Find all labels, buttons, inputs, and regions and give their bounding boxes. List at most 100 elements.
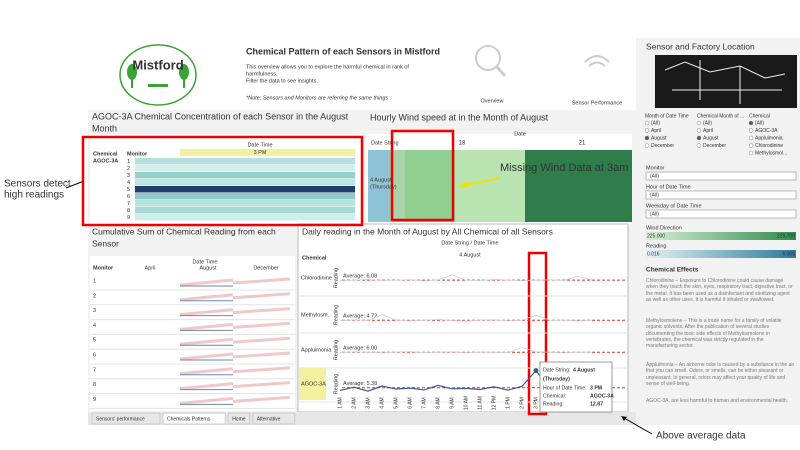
dropdown-value: (All) xyxy=(650,173,659,179)
map-roads xyxy=(664,60,786,104)
reading-point[interactable] xyxy=(533,368,539,374)
radio[interactable] xyxy=(696,135,702,141)
radio[interactable] xyxy=(748,150,754,156)
filter-option: Appluimonia xyxy=(755,135,783,141)
legend-min: 225.000 xyxy=(647,233,665,239)
filter-option: August xyxy=(703,135,719,141)
tab[interactable] xyxy=(162,412,226,425)
row-label: 4 August xyxy=(370,177,392,183)
dropdown[interactable] xyxy=(645,171,797,181)
trend-line xyxy=(179,307,291,317)
row-header: Chemical xyxy=(302,255,327,261)
dropdown[interactable] xyxy=(645,190,797,200)
date-label: 4 August xyxy=(459,252,481,258)
hour-label: 2 AM xyxy=(351,397,357,408)
dropdown-label: Hour of Date Time xyxy=(646,184,691,190)
arrow xyxy=(65,180,85,189)
filter-header: Chemical xyxy=(749,113,770,119)
wind-cell xyxy=(525,150,632,222)
tab[interactable] xyxy=(91,412,161,425)
row-header: Monitor xyxy=(127,151,148,157)
tab[interactable] xyxy=(227,412,251,425)
panel-title: Cumulative Sum of Chemical Reading from … xyxy=(92,226,276,236)
column-label: 3 PM xyxy=(254,150,267,156)
month-label: April xyxy=(144,265,155,271)
date-label: 21 xyxy=(579,141,586,147)
radio[interactable] xyxy=(644,128,650,133)
legend-bar xyxy=(646,250,796,258)
tooltip-value: 4 August xyxy=(573,367,595,373)
tooltip-value: 12.87 xyxy=(590,401,603,407)
heat-cell xyxy=(135,207,355,214)
logo-trees xyxy=(127,64,189,88)
dropdown-label: Weekday of Date Time xyxy=(646,203,702,209)
heat-cell xyxy=(135,193,355,200)
filter-option: (All) xyxy=(703,120,712,126)
dropdown[interactable] xyxy=(645,209,797,219)
trend-line xyxy=(179,366,291,376)
panel-title: AGOC-3A Chemical Concentration of each S… xyxy=(92,111,349,121)
trend-line xyxy=(179,277,291,287)
nav[interactable]: Sensor Performance xyxy=(572,100,622,106)
heat-cell xyxy=(135,186,355,193)
tab-label: Sensors' performance xyxy=(96,416,145,422)
filter-header: Chemical Month of ... xyxy=(697,113,744,119)
chemical-label: AGOC-3A xyxy=(301,381,326,387)
date-label: 18 xyxy=(459,141,466,147)
arrow xyxy=(623,417,653,435)
dropdown-label: Monitor xyxy=(646,165,665,171)
filter-option: Chlorodinine xyxy=(755,143,783,149)
chemical-label: Methylosm.. xyxy=(301,312,331,318)
filter-option: December xyxy=(703,143,726,149)
panel-title: Month xyxy=(92,123,117,133)
filter-option: AGOC-3A xyxy=(755,128,778,134)
average-label: Average: 5.38 xyxy=(343,381,377,387)
monitor-label: 7 xyxy=(93,367,96,373)
arrow-head xyxy=(621,416,627,421)
filter-option: (All) xyxy=(651,120,660,126)
radio[interactable] xyxy=(696,128,702,133)
trend-line xyxy=(179,351,291,361)
hour-label: 1 PM xyxy=(505,397,511,409)
panel-title: Daily reading in the Month of August by … xyxy=(302,226,553,236)
chemical-label: Chlorodinine xyxy=(301,275,332,281)
radio[interactable] xyxy=(748,143,754,148)
legend-max: 6.005 xyxy=(782,251,795,257)
month-label: December xyxy=(253,265,279,271)
monitor-label: 6 xyxy=(127,194,130,200)
average-label: Average: 6.08 xyxy=(343,274,377,280)
row-highlight xyxy=(299,368,326,400)
legend-bar xyxy=(646,232,796,240)
monitor-label: 9 xyxy=(127,215,130,221)
map[interactable] xyxy=(655,55,797,108)
logo xyxy=(119,44,197,106)
radio[interactable] xyxy=(748,120,754,126)
effect-text: AGOC-3A, are less harmful to human and e… xyxy=(646,398,789,404)
trend-line xyxy=(179,336,291,346)
radio[interactable] xyxy=(644,135,650,141)
radio[interactable] xyxy=(748,135,754,141)
arrow xyxy=(461,177,501,187)
tooltip-key: Reading: xyxy=(543,401,564,407)
annotation: Missing Wind Data at 3am xyxy=(500,162,628,174)
radio[interactable] xyxy=(696,143,702,148)
radio[interactable] xyxy=(696,120,702,126)
hour-label: 11 AM xyxy=(477,396,483,410)
trend-line xyxy=(179,321,291,331)
radio[interactable] xyxy=(644,143,650,148)
tab[interactable] xyxy=(252,412,296,425)
monitor-label: 4 xyxy=(93,323,96,329)
dropdown-value: (All) xyxy=(650,192,659,198)
reading-line xyxy=(339,314,593,322)
monitor-label: 8 xyxy=(93,382,96,388)
nav[interactable]: Overview xyxy=(481,98,504,104)
heat-cell xyxy=(135,200,355,207)
row-header: Date String xyxy=(371,140,399,146)
sensor-icon[interactable] xyxy=(584,55,610,67)
radio[interactable] xyxy=(748,128,754,133)
tooltip-value: AGOC-3A xyxy=(590,393,614,399)
column-header: Date xyxy=(514,131,526,137)
overview-icon[interactable] xyxy=(475,45,501,71)
radio[interactable] xyxy=(644,120,650,126)
